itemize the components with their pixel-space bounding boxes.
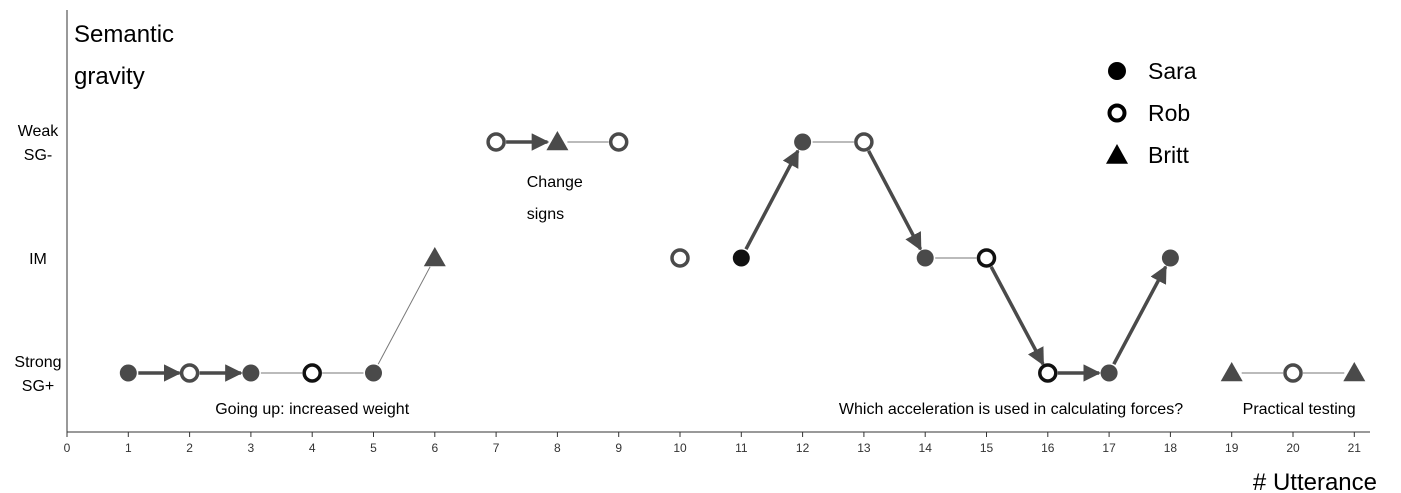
point-20-open-circle <box>1283 363 1303 383</box>
point-19-triangle <box>1220 362 1243 382</box>
point-1-filled-circle <box>119 364 137 382</box>
legend-label: Rob <box>1148 100 1190 126</box>
point-15-open-circle <box>976 248 997 268</box>
annotation-which-acceleration-is-used-in-calculating-forces: Which acceleration is used in calculatin… <box>839 401 1183 418</box>
x-tick-label-8: 8 <box>554 441 561 455</box>
x-tick-label-7: 7 <box>493 441 500 455</box>
chart-title-line: Semantic <box>74 21 174 48</box>
legend-label: Sara <box>1148 58 1197 84</box>
x-axis-label: # Utterance <box>1253 469 1377 493</box>
point-13-open-circle <box>854 132 874 152</box>
point-17-filled-circle <box>1100 364 1118 382</box>
x-tick-label-17: 17 <box>1102 441 1116 455</box>
annotation-line: Which acceleration is used in calculatin… <box>839 401 1183 418</box>
x-tick-label-5: 5 <box>370 441 377 455</box>
point-14-filled-circle <box>916 249 934 267</box>
y-level-text: Weak <box>18 123 60 140</box>
connection-17-18 <box>1112 265 1168 365</box>
connection-15-16 <box>989 266 1045 366</box>
x-tick-label-3: 3 <box>248 441 255 455</box>
legend-entry-rob: Rob <box>1107 100 1190 126</box>
y-level-label-im: IM <box>29 251 47 268</box>
point-21-triangle <box>1343 362 1366 382</box>
x-tick-label-2: 2 <box>186 441 193 455</box>
legend-entry-sara: Sara <box>1108 58 1197 84</box>
annotation-going-up-increased-weight: Going up: increased weight <box>215 401 409 418</box>
point-5-filled-circle <box>365 364 382 382</box>
legend-entry-britt: Britt <box>1106 142 1190 168</box>
point-6-triangle <box>423 247 446 267</box>
point-3-filled-circle <box>242 364 260 382</box>
x-tick-label-18: 18 <box>1164 441 1178 455</box>
annotation-line: Going up: increased weight <box>215 401 409 418</box>
connection-11-12 <box>744 149 800 250</box>
connection-13-14 <box>867 150 923 251</box>
point-4-open-circle <box>302 363 322 383</box>
annotation-line: Practical testing <box>1243 401 1356 418</box>
point-8-triangle <box>546 131 569 151</box>
chart-title-line: gravity <box>74 63 145 90</box>
annotation-line: Change <box>527 174 583 191</box>
legend-marker-filled-circle <box>1108 62 1126 80</box>
y-level-label-weak-sg: Weak SG- <box>18 123 60 164</box>
legend-marker-open-circle <box>1107 103 1127 123</box>
point-12-filled-circle <box>794 133 812 151</box>
x-tick-label-6: 6 <box>431 441 438 455</box>
point-7-open-circle <box>486 132 506 152</box>
x-tick-label-20: 20 <box>1286 441 1300 455</box>
y-level-text: SG- <box>24 147 52 164</box>
x-tick-label-10: 10 <box>673 441 687 455</box>
x-tick-label-13: 13 <box>857 441 871 455</box>
x-tick-label-4: 4 <box>309 441 316 455</box>
legend-label: Britt <box>1148 142 1190 168</box>
y-level-text: IM <box>29 251 47 268</box>
point-11-filled-circle <box>732 249 750 267</box>
point-2-open-circle <box>179 363 200 383</box>
x-tick-label-14: 14 <box>919 441 933 455</box>
chart-title: Semantic gravity <box>74 21 174 90</box>
y-level-text: Strong <box>14 354 61 371</box>
x-tick-label-19: 19 <box>1225 441 1239 455</box>
connection-5-6 <box>377 266 431 365</box>
x-tick-label-15: 15 <box>980 441 994 455</box>
x-tick-label-21: 21 <box>1348 441 1362 455</box>
y-level-label-strong-sg: Strong SG+ <box>14 354 61 395</box>
annotation-practical-testing: Practical testing <box>1243 401 1356 418</box>
point-10-open-circle <box>670 248 690 268</box>
y-level-text: SG+ <box>22 378 54 395</box>
point-18-filled-circle <box>1161 249 1179 267</box>
point-9-open-circle <box>608 132 629 152</box>
legend-marker-triangle <box>1106 144 1128 164</box>
x-tick-label-9: 9 <box>615 441 622 455</box>
x-tick-label-1: 1 <box>125 441 132 455</box>
x-tick-label-16: 16 <box>1041 441 1055 455</box>
annotation-change-signs: Change signs <box>527 174 583 223</box>
annotation-line: signs <box>527 206 564 223</box>
x-tick-label-12: 12 <box>796 441 810 455</box>
point-16-open-circle <box>1038 363 1058 383</box>
x-tick-label-0: 0 <box>64 441 71 455</box>
x-tick-label-11: 11 <box>735 441 748 455</box>
